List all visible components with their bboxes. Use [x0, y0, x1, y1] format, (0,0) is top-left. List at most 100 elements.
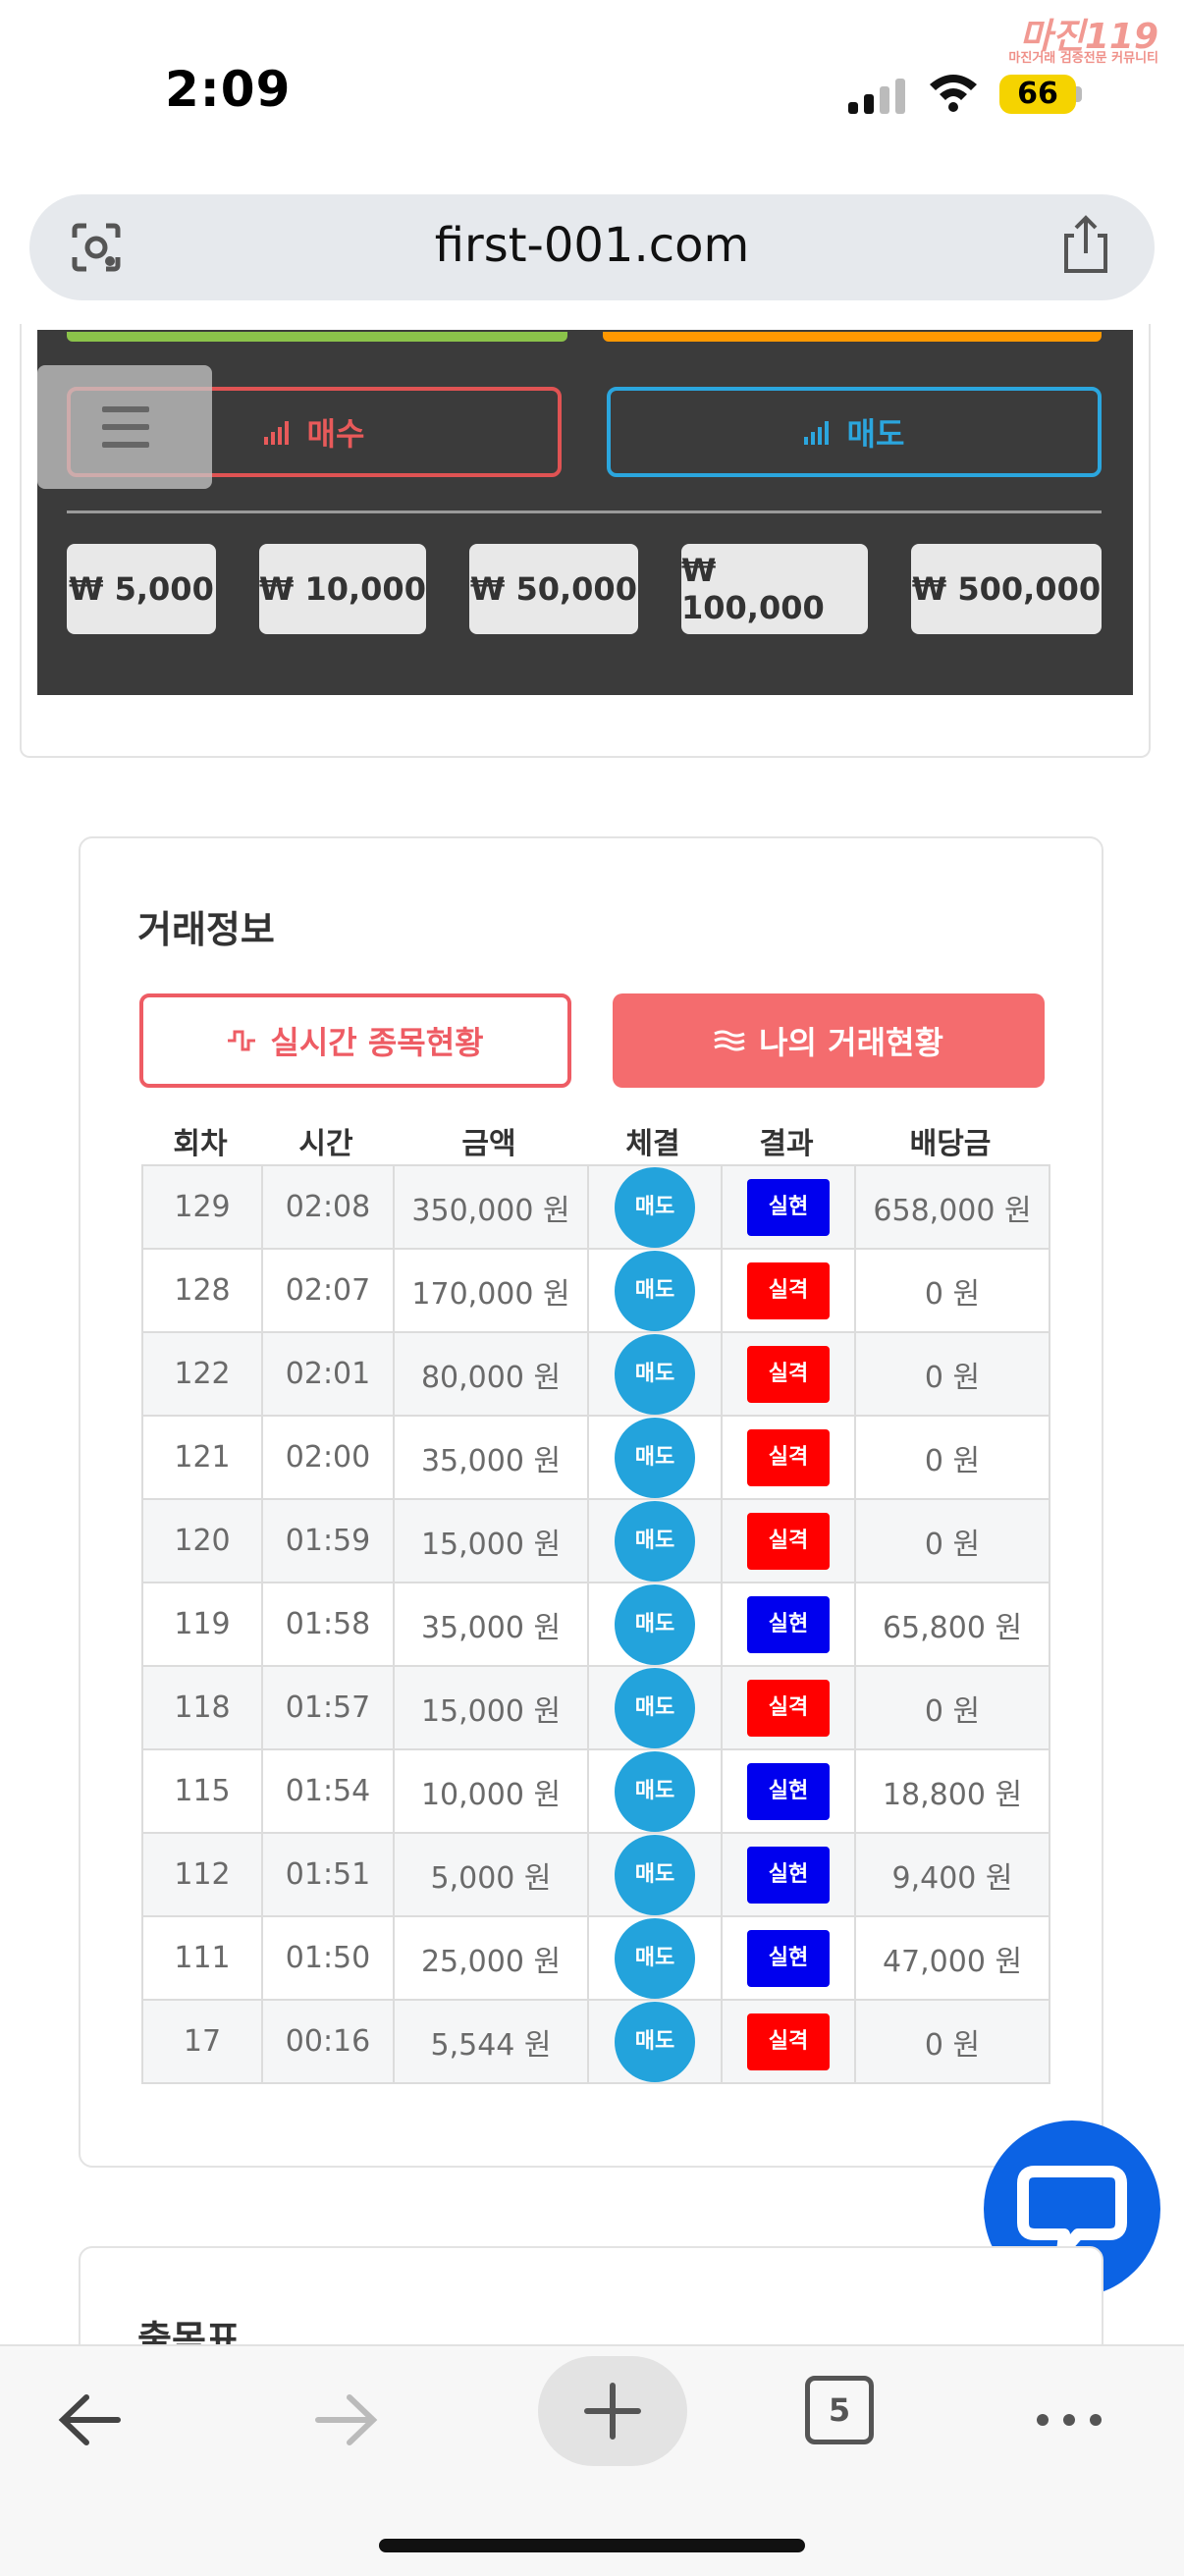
payout-cell: 0 원 [854, 1248, 1050, 1333]
amount-100000-button[interactable]: ₩ 100,000 [681, 544, 868, 634]
signal-bars-icon [803, 419, 834, 445]
amount-500000-button[interactable]: ₩ 500,000 [911, 544, 1102, 634]
round-cell: 128 [141, 1248, 263, 1333]
execution-cell: 매도 [587, 1582, 723, 1667]
tabs-count-button[interactable]: 5 [805, 2376, 874, 2444]
round-cell: 122 [141, 1331, 263, 1417]
battery-indicator: 66 [999, 75, 1076, 114]
amount-cell: 350,000 원 [393, 1164, 589, 1250]
amount-cell: 80,000 원 [393, 1331, 589, 1417]
address-bar[interactable]: first-001.com [29, 194, 1155, 300]
result-badge: 실현 [747, 1762, 830, 1820]
url-text[interactable]: first-001.com [434, 218, 750, 273]
sell-label: 매도 [846, 415, 905, 453]
amount-cell: 15,000 원 [393, 1498, 589, 1583]
more-options-icon[interactable] [1015, 2366, 1123, 2474]
hamburger-menu-button[interactable] [37, 365, 212, 489]
lens-icon[interactable] [67, 218, 126, 277]
table-row: 121 02:00 35,000 원 매도 실격 0 원 [141, 1415, 1050, 1500]
payout-cell: 0 원 [854, 1415, 1050, 1500]
time-cell: 01:59 [261, 1498, 395, 1583]
payout-cell: 0 원 [854, 1331, 1050, 1417]
execution-cell: 매도 [587, 1999, 723, 2084]
result-cell: 실현 [721, 1748, 856, 1834]
execution-cell: 매도 [587, 1832, 723, 1917]
result-cell: 실현 [721, 1164, 856, 1250]
result-badge: 실현 [747, 1595, 830, 1653]
sell-badge: 매도 [615, 1583, 695, 1665]
sell-badge: 매도 [615, 1250, 695, 1331]
tab-live-label: 실시간 종목현황 [270, 1024, 484, 1061]
table-row: 118 01:57 15,000 원 매도 실격 0 원 [141, 1665, 1050, 1750]
payout-cell: 0 원 [854, 1498, 1050, 1583]
time-cell: 02:08 [261, 1164, 395, 1250]
round-cell: 129 [141, 1164, 263, 1250]
sell-badge: 매도 [615, 1750, 695, 1832]
result-cell: 실현 [721, 1832, 856, 1917]
column-header-result: 결과 [759, 1127, 814, 1161]
amount-cell: 10,000 원 [393, 1748, 589, 1834]
table-row: 112 01:51 5,000 원 매도 실현 9,400 원 [141, 1832, 1050, 1917]
sell-badge: 매도 [615, 1667, 695, 1748]
sell-button[interactable]: 매도 [607, 387, 1102, 477]
sell-badge: 매도 [615, 1417, 695, 1498]
amount-10000-button[interactable]: ₩ 10,000 [259, 544, 426, 634]
result-cell: 실격 [721, 1331, 856, 1417]
round-cell: 119 [141, 1582, 263, 1667]
payout-cell: 65,800 원 [854, 1582, 1050, 1667]
execution-cell: 매도 [587, 1331, 723, 1417]
tab-my-trades[interactable]: 나의 거래현황 [613, 993, 1045, 1088]
result-badge: 실격 [747, 1345, 830, 1403]
round-cell: 112 [141, 1832, 263, 1917]
back-icon[interactable] [39, 2366, 147, 2474]
column-header-payout: 배당금 [909, 1127, 992, 1161]
sell-badge: 매도 [615, 1333, 695, 1415]
share-icon[interactable] [1056, 214, 1115, 277]
round-cell: 115 [141, 1748, 263, 1834]
execution-cell: 매도 [587, 1248, 723, 1333]
execution-cell: 매도 [587, 1748, 723, 1834]
forward-icon[interactable] [289, 2366, 397, 2474]
round-cell: 120 [141, 1498, 263, 1583]
cellular-signal-icon [848, 77, 907, 114]
execution-cell: 매도 [587, 1164, 723, 1250]
result-badge: 실격 [747, 1512, 830, 1570]
green-strip [67, 332, 567, 342]
result-cell: 실격 [721, 1248, 856, 1333]
round-cell: 17 [141, 1999, 263, 2084]
amount-50000-button[interactable]: ₩ 50,000 [469, 544, 638, 634]
menu-icon [102, 406, 149, 412]
amount-5000-button[interactable]: ₩ 5,000 [67, 544, 216, 634]
time-cell: 01:51 [261, 1832, 395, 1917]
table-row: 115 01:54 10,000 원 매도 실현 18,800 원 [141, 1748, 1050, 1834]
column-header-execution: 체결 [625, 1127, 680, 1161]
column-header-time: 시간 [298, 1127, 353, 1161]
payout-cell: 658,000 원 [854, 1164, 1050, 1250]
round-cell: 121 [141, 1415, 263, 1500]
result-cell: 실현 [721, 1582, 856, 1667]
tab-live-status[interactable]: 실시간 종목현황 [139, 993, 571, 1088]
result-badge: 실현 [747, 1929, 830, 1987]
result-badge: 실현 [747, 1178, 830, 1236]
new-tab-button[interactable] [538, 2356, 687, 2466]
home-indicator[interactable] [379, 2539, 805, 2552]
time-cell: 01:54 [261, 1748, 395, 1834]
sell-badge: 매도 [615, 1166, 695, 1248]
table-row: 122 02:01 80,000 원 매도 실격 0 원 [141, 1331, 1050, 1417]
sell-badge: 매도 [615, 1500, 695, 1582]
payout-cell: 0 원 [854, 1665, 1050, 1750]
round-cell: 118 [141, 1665, 263, 1750]
amount-cell: 170,000 원 [393, 1248, 589, 1333]
payout-cell: 47,000 원 [854, 1915, 1050, 2001]
result-cell: 실격 [721, 1415, 856, 1500]
amount-cell: 25,000 원 [393, 1915, 589, 2001]
result-cell: 실현 [721, 1915, 856, 2001]
battery-cap [1076, 86, 1082, 102]
divider [67, 510, 1102, 513]
execution-cell: 매도 [587, 1415, 723, 1500]
sell-badge: 매도 [615, 2001, 695, 2082]
time-cell: 00:16 [261, 1999, 395, 2084]
watermark-logo: 마진119 마진거래 검증전문 커뮤니티 [1008, 17, 1158, 66]
chat-bubble-icon [1017, 2166, 1127, 2258]
amount-cell: 5,000 원 [393, 1832, 589, 1917]
